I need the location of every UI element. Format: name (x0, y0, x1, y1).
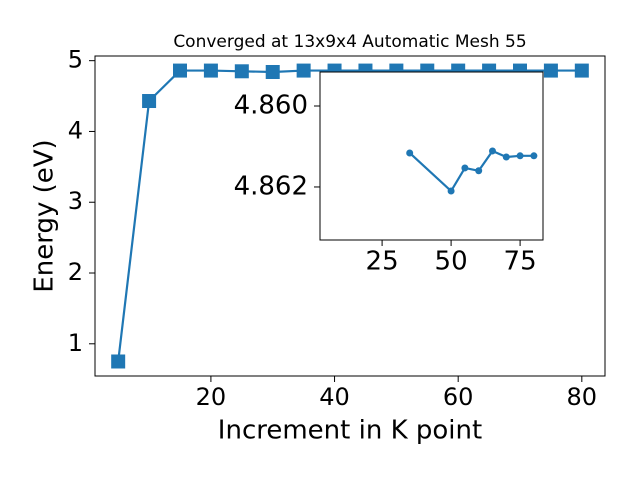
x-tick-label: 80 (567, 383, 598, 411)
marker (530, 152, 538, 160)
chart-title: Converged at 13x9x4 Automatic Mesh 55 (173, 32, 526, 52)
marker (475, 167, 483, 175)
x-tick-label: 40 (319, 383, 350, 411)
marker (488, 147, 496, 155)
x-axis-label: Increment in K point (218, 416, 482, 446)
marker (574, 63, 589, 78)
marker (543, 63, 558, 78)
series-line (117, 69, 582, 362)
marker (461, 164, 469, 172)
marker (265, 64, 280, 79)
y-tick-label: 4.860 (234, 91, 308, 121)
x-tick-label: 25 (366, 247, 399, 277)
marker (296, 63, 311, 78)
marker (173, 63, 187, 78)
y-tick-label: 2 (68, 258, 83, 286)
x-tick-label: 60 (443, 383, 474, 411)
marker (142, 94, 157, 109)
y-tick-label: 4.862 (234, 171, 308, 201)
marker (203, 63, 218, 78)
marker (234, 64, 249, 79)
y-tick-label: 1 (68, 329, 83, 357)
y-tick-label: 5 (68, 46, 83, 74)
marker (406, 149, 414, 157)
marker (111, 354, 126, 369)
axes-frame (319, 71, 544, 241)
x-tick-label: 75 (504, 247, 537, 277)
marker (516, 152, 524, 160)
y-tick-label: 4 (68, 116, 83, 144)
x-tick-label: 20 (196, 383, 227, 411)
marker (502, 153, 510, 161)
axes-frame (94, 55, 606, 377)
y-tick-label: 3 (68, 187, 83, 215)
x-tick-label: 50 (435, 247, 468, 277)
y-axis-label: Energy (eV) (30, 139, 60, 292)
marker (447, 187, 455, 195)
